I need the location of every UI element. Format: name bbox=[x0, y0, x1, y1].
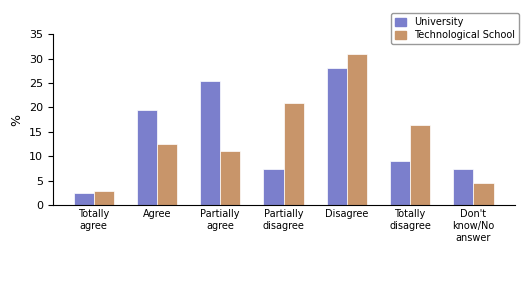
Bar bbox=[410, 125, 430, 205]
Bar bbox=[157, 144, 177, 205]
Bar bbox=[327, 68, 346, 205]
Bar bbox=[74, 193, 94, 205]
Bar bbox=[453, 168, 473, 205]
Bar bbox=[346, 54, 367, 205]
Bar bbox=[200, 81, 220, 205]
Bar bbox=[263, 168, 284, 205]
Bar bbox=[220, 151, 240, 205]
Legend: University, Technological School: University, Technological School bbox=[391, 13, 519, 44]
Bar bbox=[284, 103, 304, 205]
Bar bbox=[94, 191, 114, 205]
Y-axis label: %: % bbox=[10, 114, 23, 126]
Bar bbox=[136, 110, 157, 205]
Bar bbox=[473, 183, 494, 205]
Bar bbox=[390, 161, 410, 205]
